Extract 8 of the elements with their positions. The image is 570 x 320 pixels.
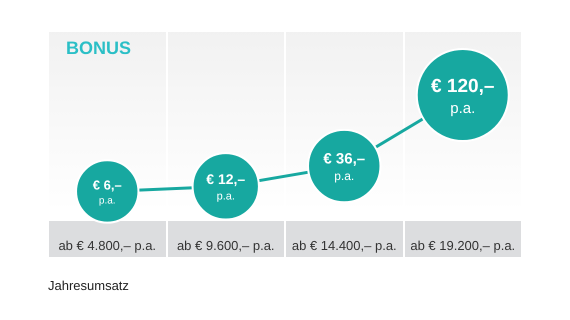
chart-title: BONUS [66,38,132,58]
x-tick-label: ab € 19.200,– p.a. [410,238,516,253]
data-label: € 6,– p.a. [92,177,122,207]
data-label: € 120,– p.a. [431,76,494,117]
x-tick-label: ab € 4.800,– p.a. [58,238,156,253]
x-tick-label: ab € 9.600,– p.a. [176,238,275,253]
x-tick-label: ab € 14.400,– p.a. [292,238,397,253]
x-axis-title: Jahresumsatz [48,278,129,293]
